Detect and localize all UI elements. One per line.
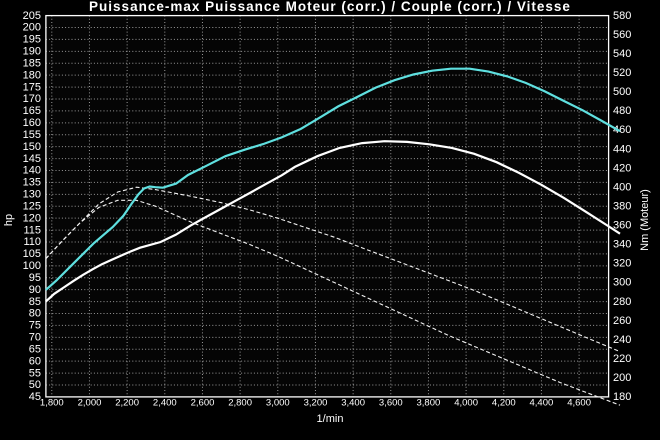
svg-text:120: 120 [23, 212, 41, 224]
svg-text:130: 130 [23, 189, 41, 201]
svg-text:75: 75 [29, 320, 41, 332]
svg-text:3,200: 3,200 [304, 398, 328, 409]
svg-text:170: 170 [23, 93, 41, 105]
svg-text:80: 80 [29, 308, 41, 320]
svg-text:90: 90 [29, 284, 41, 296]
svg-text:580: 580 [613, 10, 631, 22]
svg-text:300: 300 [613, 277, 631, 289]
svg-text:1/min: 1/min [317, 413, 344, 425]
svg-text:95: 95 [29, 272, 41, 284]
svg-text:3,000: 3,000 [266, 398, 290, 409]
svg-text:520: 520 [613, 67, 631, 79]
svg-text:185: 185 [23, 58, 41, 70]
svg-text:540: 540 [613, 48, 631, 60]
svg-text:460: 460 [613, 124, 631, 136]
svg-text:500: 500 [613, 86, 631, 98]
svg-text:240: 240 [613, 334, 631, 346]
svg-text:480: 480 [613, 105, 631, 117]
svg-text:280: 280 [613, 296, 631, 308]
svg-text:175: 175 [23, 81, 41, 93]
svg-text:3,800: 3,800 [417, 398, 441, 409]
svg-text:100: 100 [23, 260, 41, 272]
svg-text:150: 150 [23, 141, 41, 153]
svg-text:Puissance-max Puissance Moteur: Puissance-max Puissance Moteur (corr.) /… [89, 0, 571, 14]
svg-text:165: 165 [23, 105, 41, 117]
svg-text:2,400: 2,400 [153, 398, 177, 409]
svg-text:2,000: 2,000 [78, 398, 102, 409]
svg-text:85: 85 [29, 296, 41, 308]
svg-text:105: 105 [23, 248, 41, 260]
svg-text:260: 260 [613, 315, 631, 327]
svg-text:115: 115 [23, 224, 41, 236]
svg-text:4,400: 4,400 [530, 398, 554, 409]
svg-text:160: 160 [23, 117, 41, 129]
svg-text:70: 70 [29, 332, 41, 344]
svg-text:195: 195 [23, 34, 41, 46]
svg-text:145: 145 [23, 153, 41, 165]
svg-text:110: 110 [23, 236, 41, 248]
svg-text:200: 200 [613, 372, 631, 384]
svg-text:3,600: 3,600 [379, 398, 403, 409]
svg-text:2,800: 2,800 [228, 398, 252, 409]
svg-text:560: 560 [613, 29, 631, 41]
svg-text:220: 220 [613, 353, 631, 365]
svg-text:320: 320 [613, 258, 631, 270]
svg-text:60: 60 [29, 355, 41, 367]
svg-text:65: 65 [29, 343, 41, 355]
svg-text:125: 125 [23, 200, 41, 212]
svg-text:205: 205 [23, 10, 41, 22]
svg-text:400: 400 [613, 181, 631, 193]
svg-text:140: 140 [23, 165, 41, 177]
svg-text:50: 50 [29, 379, 41, 391]
svg-text:4,200: 4,200 [492, 398, 516, 409]
svg-text:180: 180 [613, 391, 631, 403]
svg-text:180: 180 [23, 69, 41, 81]
svg-text:440: 440 [613, 143, 631, 155]
svg-text:4,600: 4,600 [567, 398, 591, 409]
svg-text:380: 380 [613, 200, 631, 212]
svg-text:55: 55 [29, 367, 41, 379]
svg-text:hp: hp [3, 214, 15, 226]
svg-text:340: 340 [613, 239, 631, 251]
svg-text:420: 420 [613, 162, 631, 174]
svg-text:4,000: 4,000 [454, 398, 478, 409]
svg-text:2,600: 2,600 [191, 398, 215, 409]
svg-text:1,800: 1,800 [40, 398, 64, 409]
svg-text:155: 155 [23, 129, 41, 141]
svg-text:3,400: 3,400 [341, 398, 365, 409]
svg-text:200: 200 [23, 22, 41, 34]
svg-text:Nm (Moteur): Nm (Moteur) [639, 189, 651, 251]
svg-text:2,200: 2,200 [115, 398, 139, 409]
svg-text:190: 190 [23, 46, 41, 58]
svg-text:135: 135 [23, 177, 41, 189]
